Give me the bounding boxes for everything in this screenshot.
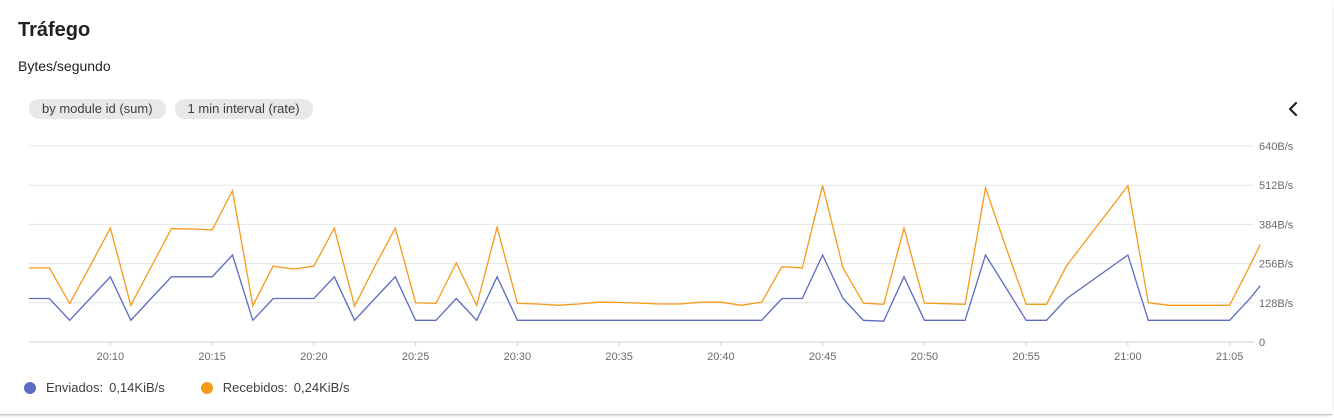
x-tick-label: 21:05 (1216, 351, 1244, 363)
y-tick-label: 384B/s (1259, 219, 1294, 231)
chevron-left-icon[interactable] (1282, 98, 1304, 120)
x-tick-label: 20:40 (707, 351, 735, 363)
x-tick-label: 20:55 (1012, 351, 1040, 363)
legend-label: Enviados: (46, 380, 104, 395)
y-tick-label: 640B/s (1259, 141, 1294, 153)
legend: Enviados: 0,14KiB/s Recebidos: 0,24KiB/s (24, 380, 349, 395)
x-tick-label: 20:15 (198, 351, 226, 363)
chart-subtitle: Bytes/segundo (18, 58, 111, 74)
page-title: Tráfego (18, 19, 91, 41)
chip-group: by module id (sum) 1 min interval (rate) (29, 99, 313, 119)
legend-item-enviados[interactable]: Enviados: 0,14KiB/s (24, 380, 165, 395)
series-line-recebidos (29, 184, 1261, 309)
x-tick-label: 20:35 (605, 351, 633, 363)
y-tick-label: 256B/s (1259, 259, 1294, 271)
x-tick-label: 20:45 (809, 351, 837, 363)
legend-label: Recebidos: (222, 380, 288, 395)
legend-swatch-enviados (24, 381, 36, 394)
traffic-line-chart: 0 128B/s 256B/s 384B/s 512B/s 640B/s 20:10 20:1… (29, 141, 1294, 363)
chip-aggregation[interactable]: by module id (sum) (29, 99, 166, 119)
legend-value: 0,24KiB/s (293, 380, 350, 395)
y-tick-label: 0 (1259, 337, 1265, 349)
x-tick-label: 20:25 (402, 351, 430, 363)
x-tick-label: 20:20 (300, 351, 328, 363)
x-tick-label: 20:30 (504, 351, 532, 363)
chip-interval[interactable]: 1 min interval (rate) (174, 99, 313, 119)
legend-value: 0,14KiB/s (109, 380, 165, 395)
legend-item-recebidos[interactable]: Recebidos: 0,24KiB/s (200, 380, 350, 395)
y-tick-label: 512B/s (1259, 180, 1294, 192)
x-tick-label: 21:00 (1114, 351, 1142, 363)
series-line-enviados (29, 253, 1261, 322)
y-tick-label: 128B/s (1259, 298, 1294, 310)
x-tick-label: 20:10 (97, 351, 125, 363)
x-tick-label: 20:50 (911, 351, 939, 363)
legend-swatch-recebidos (200, 381, 213, 394)
